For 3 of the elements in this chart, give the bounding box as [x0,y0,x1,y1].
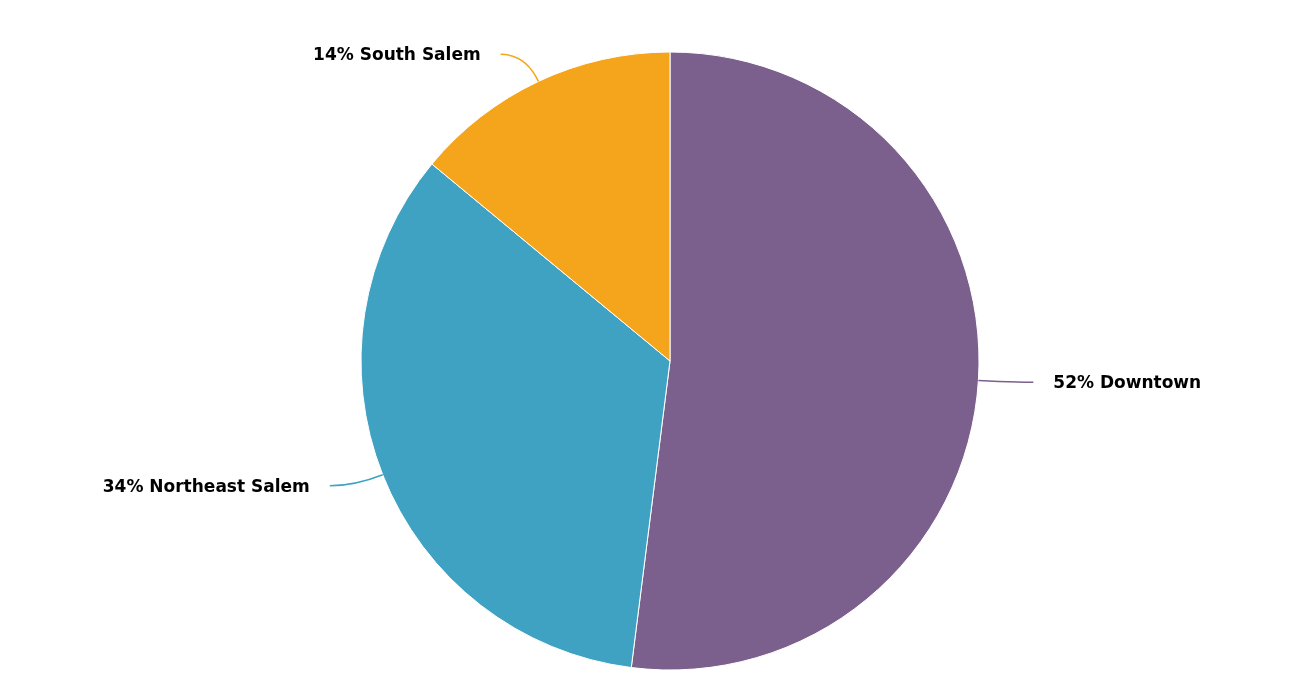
slice-label: 34% Northeast Salem [102,475,310,496]
slice-label: 14% South Salem [313,44,481,65]
slice-label: 52% Downtown [1053,372,1202,393]
